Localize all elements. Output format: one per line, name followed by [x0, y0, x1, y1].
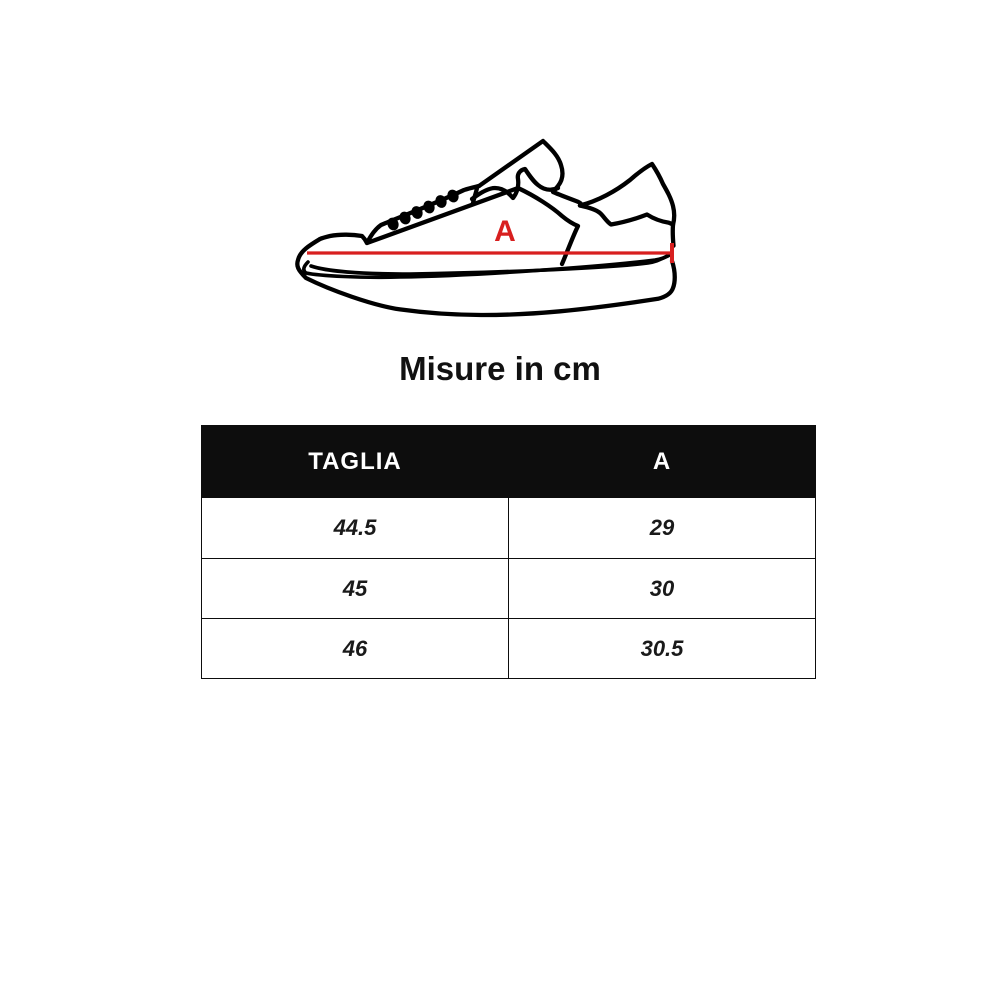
svg-text:A: A — [494, 215, 516, 248]
